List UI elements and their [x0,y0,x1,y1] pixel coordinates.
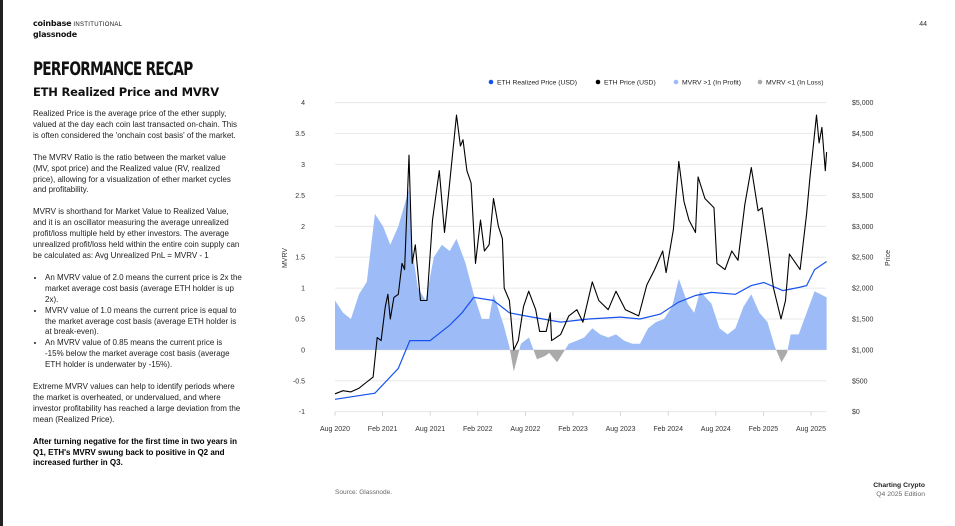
x-tick-label: Aug 2022 [510,426,540,433]
x-axis-ticks: Aug 2020 Feb 2021 Aug 2021 Feb 2022 Aug 2022… [320,411,826,433]
x-tick-label: Feb 2024 [653,426,683,433]
source-note: Source: Glassnode. [335,489,393,496]
brand-title: Charting Crypto [873,482,925,489]
x-tick-label: Aug 2023 [606,426,636,433]
brand-footer: Charting Crypto Q4 2025 Edition [873,481,925,499]
page-number: 44 [919,21,927,28]
mvrv-bullet-list: An MVRV value of 2.0 means the current p… [33,273,243,371]
page-edge [0,0,3,526]
bullet-item: An MVRV value of 0.85 means the current … [45,338,243,371]
left-tick-label: -0.5 [293,378,305,385]
x-tick-label: Aug 2020 [320,426,350,433]
edition-label: Q4 2025 Edition [876,491,925,498]
legend-label: MVRV <1 (In Loss) [766,80,823,87]
right-tick-label: $4,500 [852,131,874,138]
paragraph-extremes: Extreme MVRV values can help to identify… [33,382,241,424]
paragraph-realized-price: Realized Price is the average price of t… [33,109,237,140]
legend-marker-icon [757,79,763,85]
x-tick-label: Aug 2025 [796,426,826,433]
legend-label: ETH Price (USD) [604,80,656,87]
right-tick-label: $1,500 [852,317,874,324]
right-tick-label: $4,000 [852,162,874,169]
right-tick-label: $0 [852,409,860,416]
logo-institutional: INSTITUTIONAL [73,22,123,28]
right-tick-label: $3,500 [852,193,874,200]
paragraph-mvrv-definition: MVRV is shorthand for Market Value to Re… [33,207,240,260]
right-axis-title: Price [885,250,892,266]
left-axis-title: MVRV [282,248,289,268]
left-tick-label: 1 [301,286,305,293]
left-axis-ticks: 4 3.5 3 2.5 2 1.5 1 0.5 0 -0.5 -1 [293,100,305,416]
body-text: Realized Price is the average price of t… [33,109,243,480]
logo: coinbase INSTITUTIONAL glassnode [33,17,122,39]
left-tick-label: 3.5 [295,131,305,138]
right-tick-label: $1,000 [852,347,874,354]
mvrv-area [335,189,827,372]
realized-price-line [334,261,827,400]
bullet-item: An MVRV value of 2.0 means the current p… [45,273,243,306]
right-axis-ticks: $5,000 $4,500 $4,000 $3,500 $3,000 $2,500 $2,0… [852,100,874,416]
logo-glassnode: glassnode [33,30,77,39]
x-tick-label: Feb 2025 [749,426,779,433]
left-tick-label: 2 [301,224,305,231]
x-tick-label: Feb 2021 [368,426,398,433]
eth-price-line [334,114,828,395]
legend-label: ETH Realized Price (USD) [497,80,577,87]
mvrv-profit-area [335,189,827,350]
right-tick-label: $5,000 [852,100,874,107]
left-tick-label: 0 [301,347,305,354]
conclusion-text: After turning negative for the first tim… [33,436,238,468]
left-tick-label: 3 [301,162,305,169]
left-tick-label: -1 [299,409,305,416]
right-tick-label: $2,000 [852,286,874,293]
left-tick-label: 2.5 [295,193,305,200]
right-tick-label: $3,000 [852,224,874,231]
left-tick-label: 0.5 [295,317,305,324]
x-tick-label: Aug 2024 [701,426,731,433]
x-tick-label: Aug 2021 [415,426,445,433]
right-tick-label: $500 [852,378,868,385]
page-title: ETH Realized Price and MVRV [33,85,219,99]
x-tick-label: Feb 2022 [463,426,493,433]
x-tick-label: Feb 2023 [558,426,588,433]
left-tick-label: 1.5 [295,255,305,262]
legend-marker-icon [488,79,494,85]
right-tick-label: $2,500 [852,255,874,262]
paragraph-mvrv-ratio: The MVRV Ratio is the ratio between the … [33,152,231,195]
left-tick-label: 4 [301,100,305,107]
legend-marker-icon [595,79,601,85]
mvrv-loss-area [335,349,827,372]
section-title: PERFORMANCE RECAP [33,58,193,80]
bullet-item: MVRV value of 1.0 means the current pric… [45,306,243,339]
legend-marker-icon [673,79,679,85]
legend-label: MVRV >1 (In Profit) [682,80,741,87]
logo-coinbase: coinbase [33,19,72,28]
legend: ETH Realized Price (USD) ETH Price (USD) M… [488,79,823,87]
series-lines [334,114,828,400]
